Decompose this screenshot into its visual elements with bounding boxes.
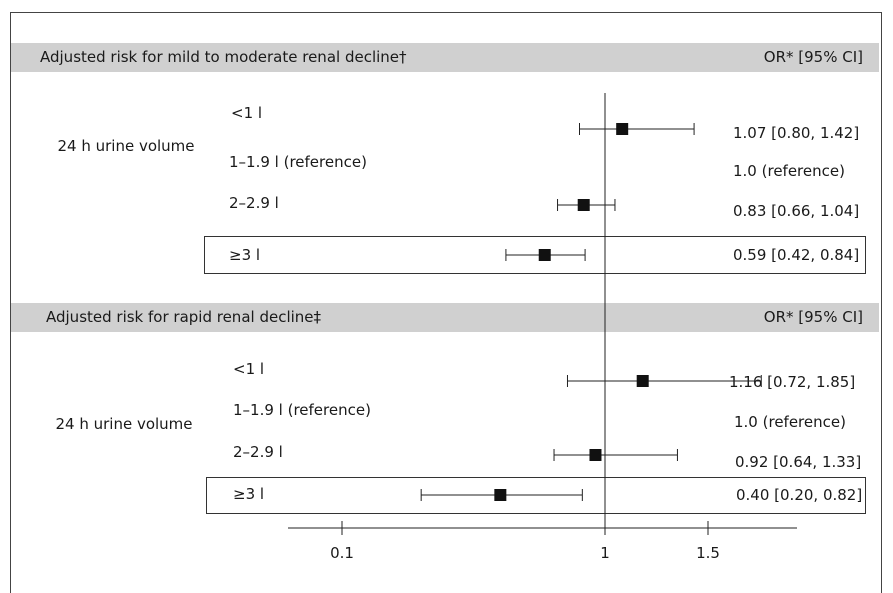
panel-2-row-0-label: <1 l [233, 360, 265, 378]
panel-2-row-0-value: 1.16 [0.72, 1.85] [729, 373, 856, 391]
panel-1-group-label: 24 h urine volume [57, 137, 195, 155]
panel-2-row-3-value: 0.40 [0.20, 0.82] [736, 486, 863, 504]
x-tick-label-0: 0.1 [330, 544, 354, 562]
panel-1-highlight-box [204, 236, 866, 274]
figure-frame [10, 12, 882, 593]
panel-1-row-1-label: 1–1.9 l (reference) [229, 153, 367, 171]
panel-1-row-0-point [616, 123, 629, 135]
panel-1-row-0-value: 1.07 [0.80, 1.42] [733, 124, 860, 142]
panel-2-row-3-point [494, 489, 507, 501]
panel-1-row-3-value: 0.59 [0.42, 0.84] [733, 246, 860, 264]
panel-2-title: Adjusted risk for rapid renal decline‡ [46, 308, 322, 326]
panel-1-title: Adjusted risk for mild to moderate renal… [40, 48, 407, 66]
panel-2-row-2-point [589, 449, 602, 461]
panel-2-highlight-box [206, 477, 866, 514]
panel-2-row-3-label: ≥3 l [233, 485, 265, 503]
panel-2-row-1-value: 1.0 (reference) [734, 413, 846, 431]
panel-2-column-header: OR* [95% CI] [763, 308, 863, 326]
panel-2-row-0-point [636, 375, 649, 387]
panel-1-row-0-label: <1 l [231, 104, 263, 122]
x-tick-label-1: 1 [600, 544, 610, 562]
panel-1-column-header: OR* [95% CI] [763, 48, 863, 66]
x-tick-label-2: 1.5 [696, 544, 720, 562]
panel-2-row-2-label: 2–2.9 l [233, 443, 283, 461]
panel-2-group-label: 24 h urine volume [55, 415, 193, 433]
panel-1-row-2-value: 0.83 [0.66, 1.04] [733, 202, 860, 220]
panel-1-row-2-point [577, 199, 590, 211]
panel-1-row-3-label: ≥3 l [229, 246, 261, 264]
panel-2-header: Adjusted risk for rapid renal decline‡ O… [11, 303, 879, 332]
panel-2-row-1-label: 1–1.9 l (reference) [233, 401, 371, 419]
panel-1-header: Adjusted risk for mild to moderate renal… [11, 43, 879, 72]
panel-1-row-2-label: 2–2.9 l [229, 194, 279, 212]
panel-1-row-3-point [538, 249, 551, 261]
panel-1-row-1-value: 1.0 (reference) [733, 162, 845, 180]
panel-2-row-2-value: 0.92 [0.64, 1.33] [735, 453, 862, 471]
